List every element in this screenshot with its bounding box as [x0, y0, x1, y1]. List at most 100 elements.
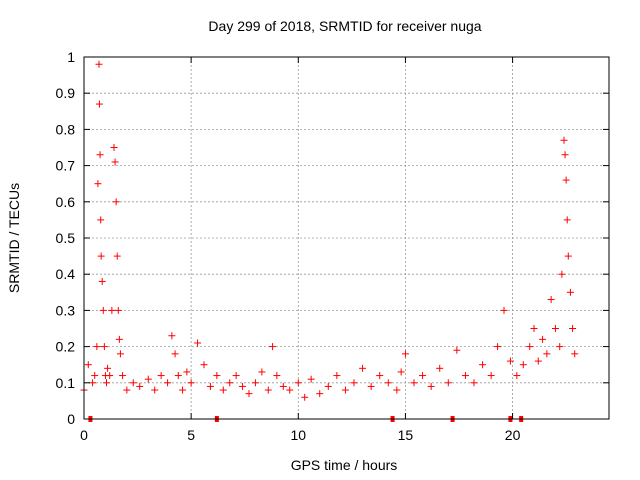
- data-point: [200, 361, 208, 369]
- data-point: [560, 136, 568, 144]
- data-point: [461, 372, 469, 380]
- data-point: [561, 151, 569, 159]
- data-point: [273, 372, 281, 380]
- data-point: [114, 306, 122, 314]
- y-axis-ticks: 0 0.1 0.2 0.3 0.4 0.5 0.6 0.7 0.8 0.9 1: [56, 49, 609, 427]
- y-tick-label: 0: [67, 411, 75, 427]
- data-point: [226, 379, 234, 387]
- data-point: [324, 382, 332, 390]
- data-point: [376, 372, 384, 380]
- data-point: [113, 252, 121, 260]
- x-tick-label: 10: [290, 427, 306, 443]
- data-point: [427, 382, 435, 390]
- data-point: [556, 343, 564, 351]
- data-point: [359, 364, 367, 372]
- data-point: [100, 343, 108, 351]
- data-point: [543, 350, 551, 358]
- data-point: [397, 368, 405, 376]
- data-point: [213, 372, 221, 380]
- data-point: [179, 386, 187, 394]
- data-point: [245, 390, 253, 398]
- y-tick-label: 0.3: [56, 302, 76, 318]
- grid-lines: [84, 57, 609, 419]
- data-point: [115, 335, 123, 343]
- data-point: [564, 252, 572, 260]
- y-axis-label: SRMTID / TECUs: [6, 183, 22, 293]
- data-point: [393, 386, 401, 394]
- data-point: [174, 372, 182, 380]
- data-point: [479, 361, 487, 369]
- data-point: [307, 375, 315, 383]
- data-point: [171, 350, 179, 358]
- data-point: [563, 216, 571, 224]
- data-point: [562, 176, 570, 184]
- data-point: [419, 372, 427, 380]
- data-point: [341, 386, 349, 394]
- data-point: [111, 158, 119, 166]
- data-point: [93, 343, 101, 351]
- data-point: [453, 346, 461, 354]
- plot-frame: [83, 56, 610, 420]
- y-tick-label: 0.9: [56, 85, 76, 101]
- data-point: [294, 379, 302, 387]
- data-point: [103, 379, 110, 387]
- data-point: [530, 325, 538, 332]
- data-point: [97, 216, 105, 224]
- data-point: [350, 379, 358, 387]
- y-tick-label: 0.6: [56, 194, 76, 210]
- data-point: [239, 382, 247, 390]
- data-point: [104, 364, 112, 372]
- data-point: [151, 386, 159, 394]
- data-point: [95, 60, 103, 68]
- data-point: [108, 306, 116, 314]
- data-points: [80, 60, 579, 422]
- data-point: [558, 270, 566, 278]
- y-tick-label: 1: [67, 49, 75, 65]
- data-point: [136, 382, 144, 390]
- y-tick-label: 0.7: [56, 158, 76, 174]
- data-point: [513, 372, 521, 380]
- data-point: [129, 379, 137, 387]
- data-point: [96, 151, 104, 159]
- data-point: [144, 375, 152, 383]
- x-tick-label: 20: [505, 427, 521, 443]
- x-axis-label: GPS time / hours: [291, 457, 398, 473]
- data-point: [168, 332, 176, 340]
- x-tick-label: 15: [398, 427, 414, 443]
- data-point: [487, 372, 495, 380]
- data-point: [569, 325, 577, 332]
- data-point: [539, 335, 547, 343]
- y-tick-label: 0.2: [56, 339, 76, 355]
- x-axis-ticks: 0 5 10 15 20: [80, 57, 521, 443]
- data-point: [194, 339, 202, 347]
- data-point: [401, 350, 409, 358]
- data-point: [110, 144, 118, 151]
- data-point: [98, 277, 106, 285]
- data-point: [94, 180, 102, 188]
- data-point: [119, 372, 127, 380]
- y-tick-label: 0.8: [56, 121, 76, 137]
- data-point: [506, 357, 514, 365]
- chart-title: Day 299 of 2018, SRMTID for receiver nug…: [208, 18, 481, 34]
- data-point: [551, 325, 559, 332]
- data-point: [333, 372, 341, 380]
- data-point: [470, 379, 478, 387]
- data-point: [99, 306, 107, 314]
- data-point: [123, 386, 131, 394]
- data-point: [116, 350, 124, 358]
- data-point: [95, 100, 103, 108]
- data-point: [269, 343, 277, 351]
- data-point: [91, 372, 99, 380]
- data-point: [444, 379, 452, 387]
- data-point: [251, 379, 259, 387]
- data-point: [301, 393, 309, 401]
- data-point: [232, 372, 240, 380]
- data-point: [164, 379, 172, 387]
- data-point: [279, 382, 287, 390]
- data-point: [316, 390, 324, 398]
- data-point: [286, 386, 294, 394]
- data-point: [410, 379, 418, 387]
- data-point: [436, 364, 444, 372]
- data-point: [500, 306, 508, 314]
